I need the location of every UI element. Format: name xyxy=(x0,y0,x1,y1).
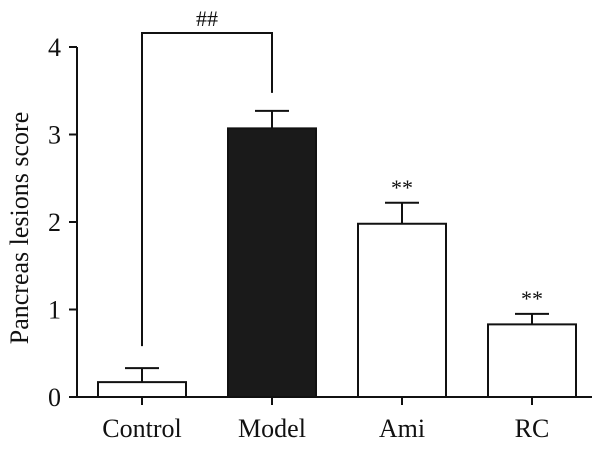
significance-label: ** xyxy=(391,175,413,200)
bar xyxy=(487,323,577,398)
bar xyxy=(97,381,187,398)
significance-bracket-label: ## xyxy=(196,6,218,31)
y-tick-label: 3 xyxy=(48,121,61,150)
bar xyxy=(357,222,447,398)
y-tick-label: 1 xyxy=(48,296,61,325)
y-tick-label: 0 xyxy=(48,383,61,412)
bar xyxy=(227,127,317,398)
x-tick-label: RC xyxy=(515,414,550,443)
x-axis: Control Model Ami RC xyxy=(77,396,592,443)
y-axis: 0 1 2 3 4 xyxy=(48,33,78,412)
y-axis-title: Pancreas lesions score xyxy=(5,112,34,344)
significance-bracket xyxy=(141,32,273,347)
significance-label: ** xyxy=(521,286,543,311)
y-tick-label: 4 xyxy=(48,33,61,62)
x-tick-label: Ami xyxy=(379,414,425,443)
bars-group xyxy=(97,109,577,398)
y-tick-label: 2 xyxy=(48,208,61,237)
annotations-group: ** ** ## xyxy=(141,6,543,347)
x-tick-label: Control xyxy=(102,414,181,443)
x-tick-label: Model xyxy=(238,414,306,443)
